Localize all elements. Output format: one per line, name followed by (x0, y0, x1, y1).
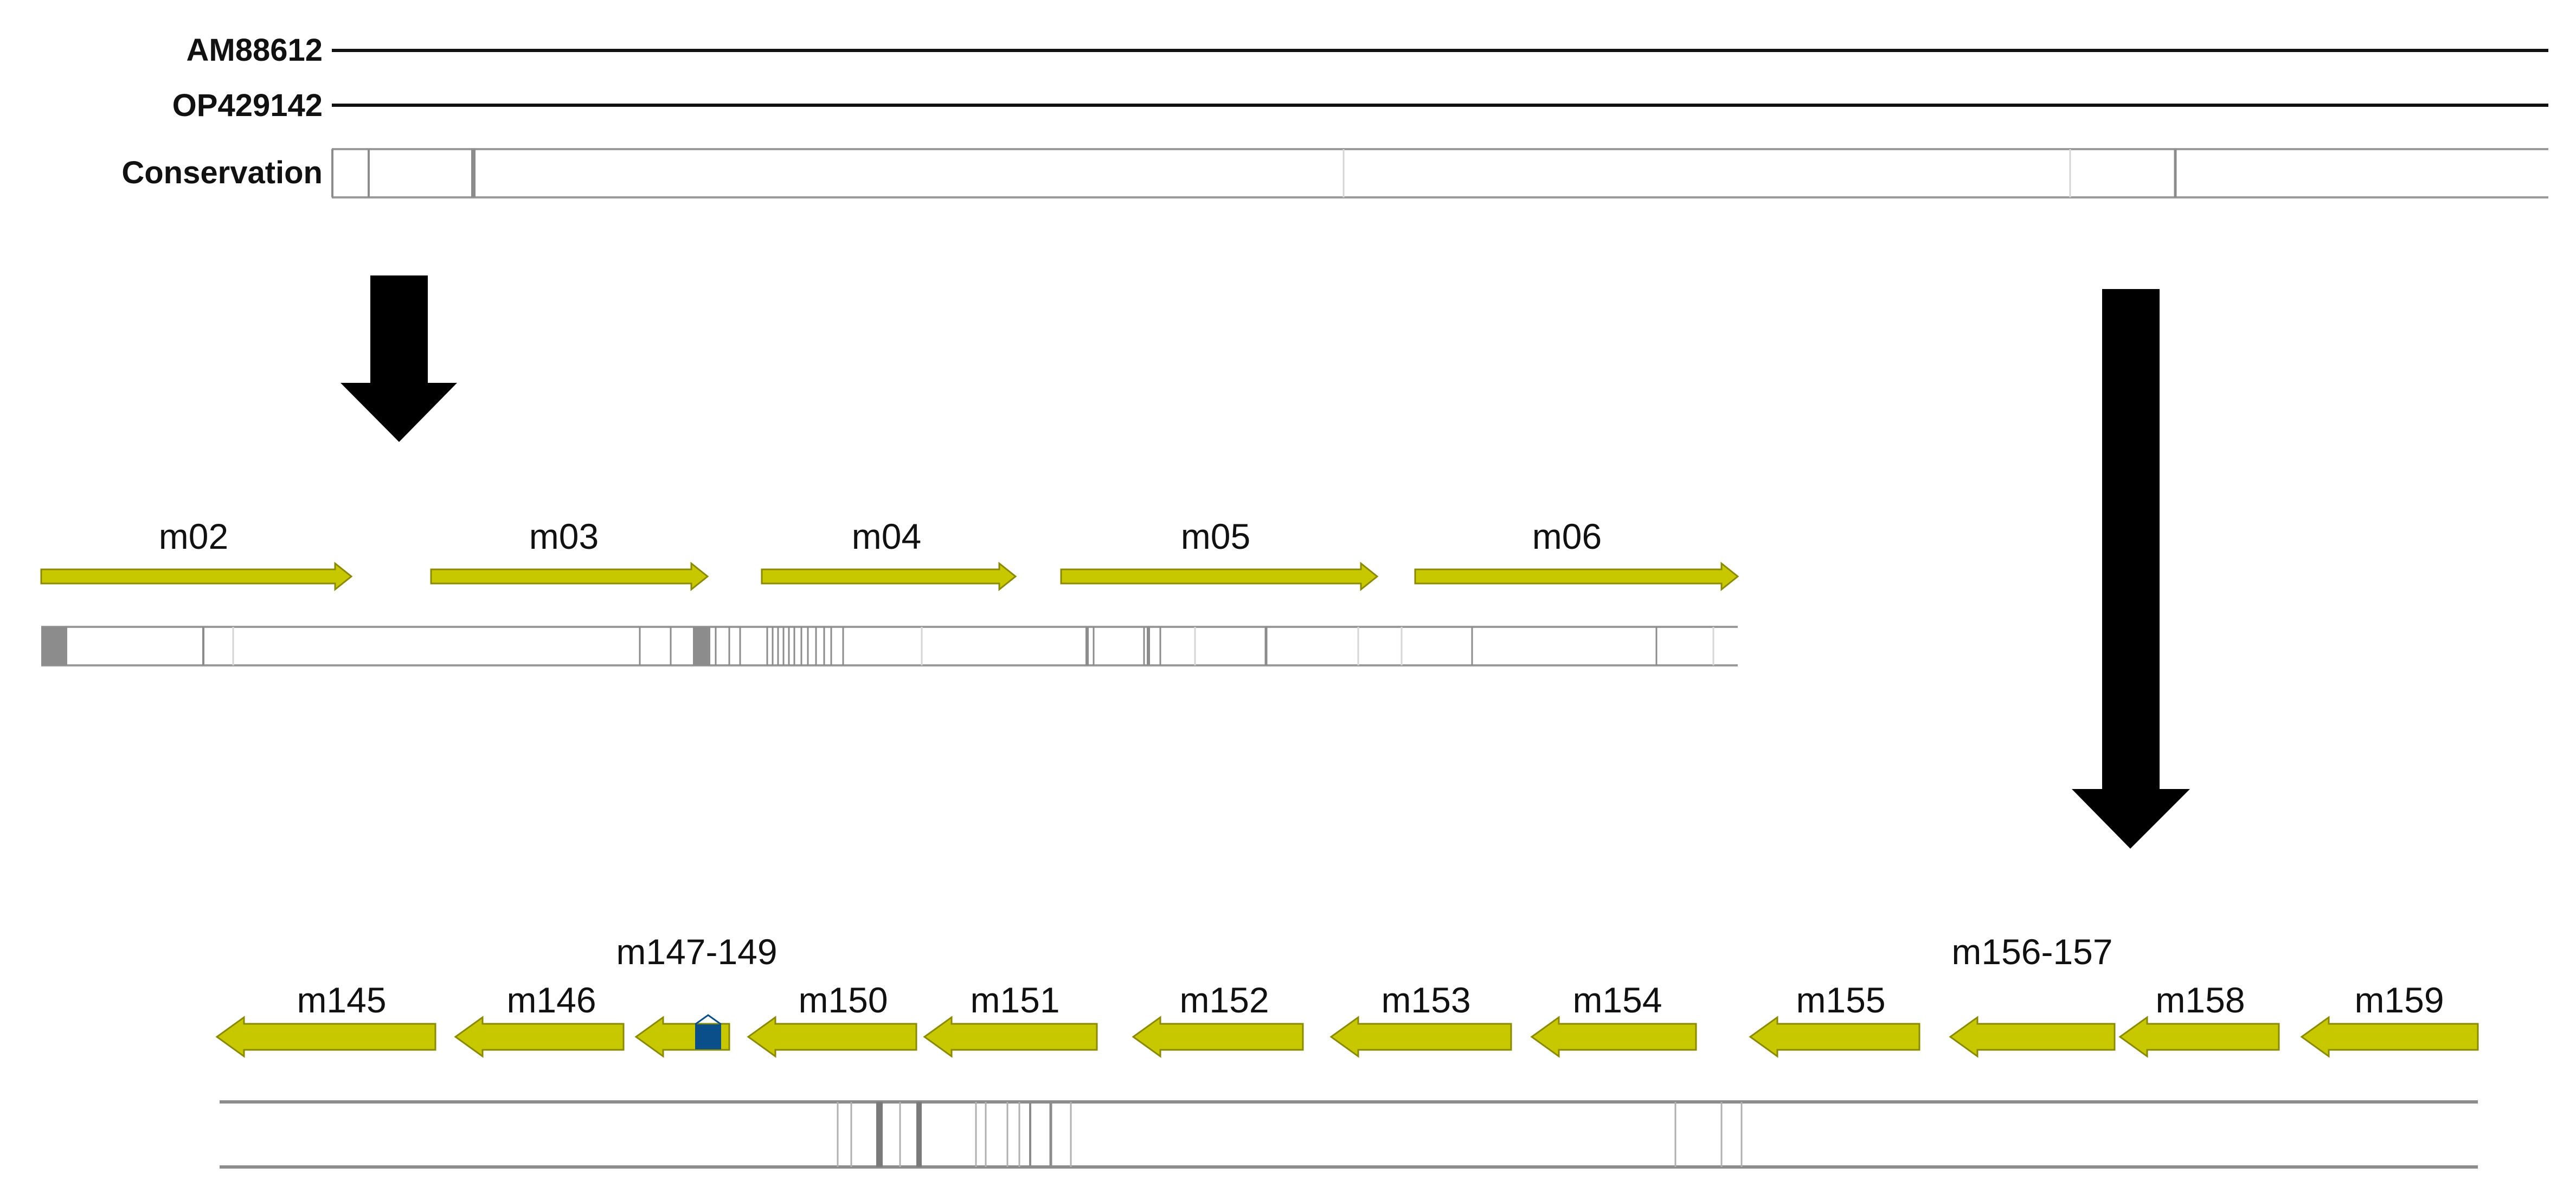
gene-arrow (1414, 561, 1739, 592)
gene-label: m152 (1179, 980, 1269, 1020)
gene-label: m146 (506, 980, 596, 1020)
gene-m02: m02 (40, 516, 353, 592)
zoom-arrow-right (2072, 289, 2190, 849)
gene-m152: m152 (1132, 980, 1304, 1058)
gene-arrow (1949, 1016, 2116, 1058)
gene-label: m06 (1532, 516, 1602, 556)
overview-conservation-track (331, 148, 2548, 198)
gene-label: m147-149 (616, 932, 777, 972)
gene-label: m159 (2354, 980, 2444, 1020)
top-region-genes: m02 m03 m04 m05 m06 (40, 516, 1739, 592)
variant-block (41, 627, 67, 665)
gene-arrow (1749, 1016, 1920, 1058)
gene-m150: m150 (747, 980, 917, 1058)
gene-m145: m145 (215, 980, 436, 1058)
bottom-region-genes: m145 m146 m147-149 m150 m151 m152 m153 m154 m155… (215, 932, 2479, 1058)
gene-label: m154 (1572, 980, 1662, 1020)
top-region-conservation-track (41, 626, 1738, 666)
gene-arrow (454, 1016, 625, 1058)
bottom-region-conservation-track (220, 1100, 2478, 1169)
gene-m154: m154 (1530, 980, 1697, 1058)
gene-label: m150 (798, 980, 888, 1020)
gene-label: m156-157 (1951, 932, 2112, 972)
gene-arrow (747, 1016, 917, 1058)
gene-m158: m158 (2118, 980, 2280, 1058)
gene-m151: m151 (923, 980, 1098, 1058)
gene-label: m145 (297, 980, 386, 1020)
gene-label: m158 (2155, 980, 2245, 1020)
gene-arrow (40, 561, 353, 592)
gene-m03: m03 (430, 516, 709, 592)
variant-block (693, 627, 710, 665)
gene-m153: m153 (1329, 980, 1512, 1058)
gene-m06: m06 (1414, 516, 1739, 592)
gene-arrow (923, 1016, 1098, 1058)
gene-arrow (2300, 1016, 2479, 1058)
feature-connector (695, 1014, 722, 1025)
zoom-arrow-left (341, 275, 457, 442)
highlighted-feature-block (695, 1024, 721, 1049)
gene-m05: m05 (1060, 516, 1379, 592)
gene-arrow (1329, 1016, 1512, 1058)
gene-arrow (1530, 1016, 1697, 1058)
gene-arrow (215, 1016, 436, 1058)
gene-label: m153 (1381, 980, 1470, 1020)
seq1-label: AM88612 (187, 33, 323, 68)
gene-m146: m146 (454, 980, 625, 1058)
gene-arrow (2118, 1016, 2280, 1058)
gene-m156-157: m156-157 (1949, 932, 2116, 1058)
gene-m155: m155 (1749, 980, 1920, 1058)
gene-m159: m159 (2300, 980, 2479, 1058)
gene-label: m05 (1181, 516, 1250, 556)
gene-arrow (430, 561, 709, 592)
gene-label: m03 (529, 516, 599, 556)
gene-m04: m04 (761, 516, 1017, 592)
gene-arrow (761, 561, 1017, 592)
gene-label: m155 (1796, 980, 1885, 1020)
gene-arrow (1060, 561, 1379, 592)
gene-label: m151 (970, 980, 1059, 1020)
gene-label: m04 (852, 516, 921, 556)
overview-tracks: AM88612 OP429142 Conservation (121, 33, 2548, 198)
conservation-label: Conservation (121, 155, 323, 190)
gene-label: m02 (159, 516, 228, 556)
seq2-label: OP429142 (172, 88, 323, 123)
gene-arrow (1132, 1016, 1304, 1058)
